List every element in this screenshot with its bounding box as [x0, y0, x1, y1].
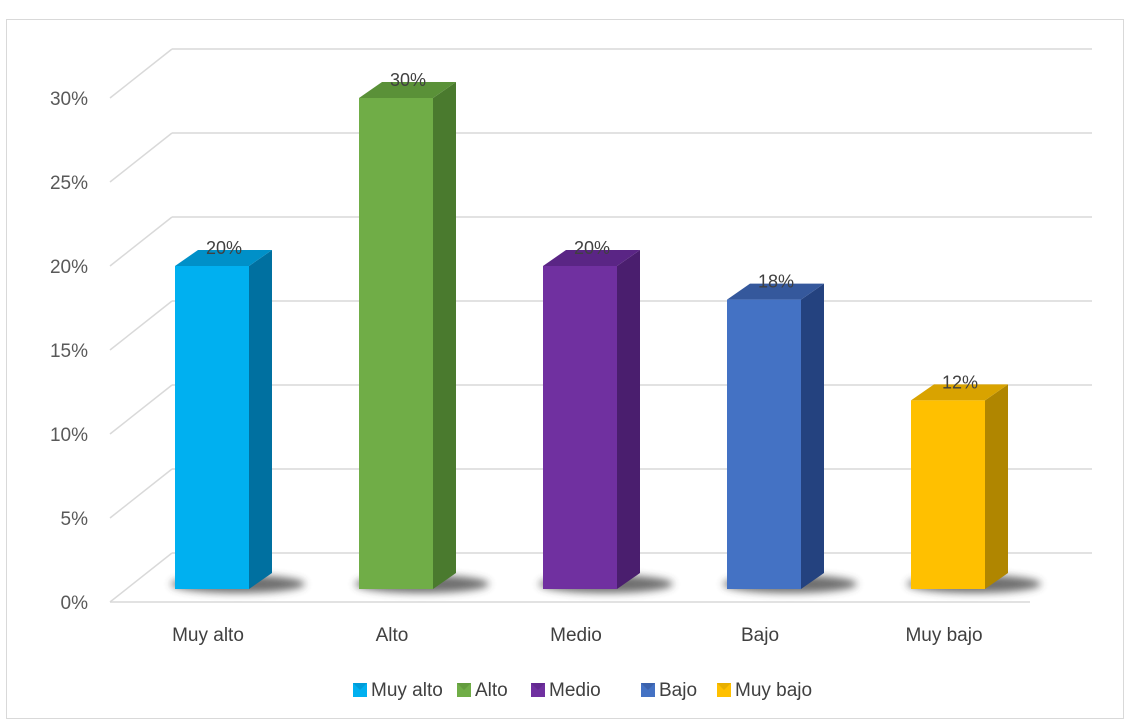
- legend-item: Medio: [531, 680, 601, 701]
- data-label: 20%: [206, 238, 242, 258]
- data-label: 30%: [390, 70, 426, 90]
- legend-label: Bajo: [659, 680, 697, 701]
- legend: Muy alto Alto Medio Bajo Muy bajo: [353, 680, 812, 701]
- bar: [171, 250, 305, 593]
- legend-item: Bajo: [641, 680, 697, 701]
- bar: [723, 283, 857, 593]
- x-axis-categories: Muy alto Alto Medio Bajo Muy bajo: [172, 625, 982, 646]
- x-tick-label: Medio: [550, 625, 602, 646]
- y-tick-label: 30%: [50, 89, 88, 110]
- y-tick-label: 25%: [50, 173, 88, 194]
- data-label: 20%: [574, 238, 610, 258]
- y-tick-label: 0%: [61, 593, 89, 614]
- legend-label: Alto: [475, 680, 508, 701]
- legend-item: Muy bajo: [717, 680, 812, 701]
- legend-label: Muy bajo: [735, 680, 812, 701]
- gridline: [109, 216, 1092, 267]
- data-label: 12%: [942, 372, 978, 392]
- y-tick-label: 5%: [61, 509, 89, 530]
- y-tick-label: 20%: [50, 257, 88, 278]
- gridline: [109, 132, 1092, 183]
- x-tick-label: Alto: [376, 625, 409, 646]
- legend-item: Alto: [457, 680, 508, 701]
- x-tick-label: Muy bajo: [905, 625, 982, 646]
- x-tick-label: Bajo: [741, 625, 779, 646]
- legend-label: Muy alto: [371, 680, 443, 701]
- data-label: 18%: [758, 272, 794, 292]
- gridline: [109, 48, 1092, 99]
- bar: [355, 82, 489, 593]
- x-tick-label: Muy alto: [172, 625, 244, 646]
- legend-item: Muy alto: [353, 680, 443, 701]
- y-tick-label: 15%: [50, 341, 88, 362]
- bar: [539, 250, 673, 593]
- y-tick-label: 10%: [50, 425, 88, 446]
- bar: [907, 384, 1041, 593]
- legend-label: Medio: [549, 680, 601, 701]
- y-axis-ticks: 0% 5% 10% 15% 20% 25% 30%: [50, 89, 88, 614]
- bars: 20% 30% 20% 18% 12%: [171, 70, 1041, 593]
